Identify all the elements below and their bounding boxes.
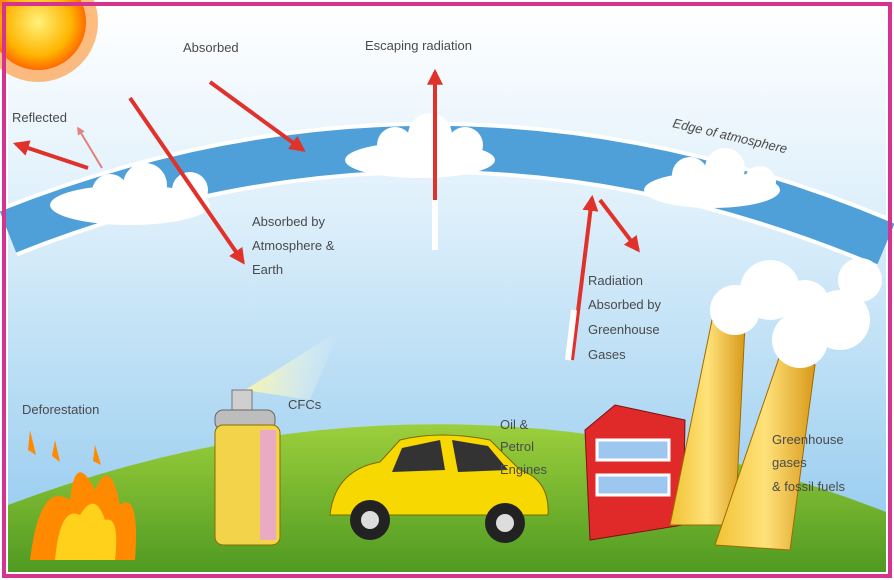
cloud-part: [408, 113, 452, 157]
cloud-part: [377, 127, 413, 163]
label: CFCs: [288, 397, 322, 412]
label: Deforestation: [22, 402, 99, 417]
car-part: [361, 511, 379, 529]
label-line: Earth: [252, 262, 283, 277]
cloud-part: [92, 174, 128, 210]
label-line: Radiation: [588, 273, 643, 288]
label: Reflected: [12, 110, 67, 125]
factory-part: [585, 405, 685, 540]
factory-part: [597, 475, 669, 495]
label-line: Petrol: [500, 439, 534, 454]
label-line: Absorbed by: [252, 214, 325, 229]
spray-can-part: [232, 390, 252, 410]
label-line: Greenhouse: [588, 322, 660, 337]
factory-part: [597, 440, 669, 460]
label-line: Greenhouse: [772, 432, 844, 447]
cloud-part: [123, 163, 167, 207]
label-line: Engines: [500, 462, 547, 477]
label-line: Oil &: [500, 417, 529, 432]
factory: [585, 405, 685, 540]
cloud-part: [705, 148, 745, 188]
label-line: Absorbed by: [588, 297, 661, 312]
cloud-part: [672, 157, 708, 193]
cloud-part: [447, 127, 483, 163]
label: Escaping radiation: [365, 38, 472, 53]
car-part: [496, 514, 514, 532]
spray-can-part: [260, 430, 276, 540]
label: Absorbed: [183, 40, 239, 55]
label-line: gases: [772, 455, 807, 470]
greenhouse-diagram: Absorbed Escaping radiation Reflected Ed…: [0, 0, 894, 580]
label-line: Atmosphere &: [252, 238, 335, 253]
chimney-part-part: [838, 258, 882, 302]
cloud-part: [744, 166, 776, 198]
label-line: Gases: [588, 347, 626, 362]
label-line: & fossil fuels: [772, 479, 845, 494]
